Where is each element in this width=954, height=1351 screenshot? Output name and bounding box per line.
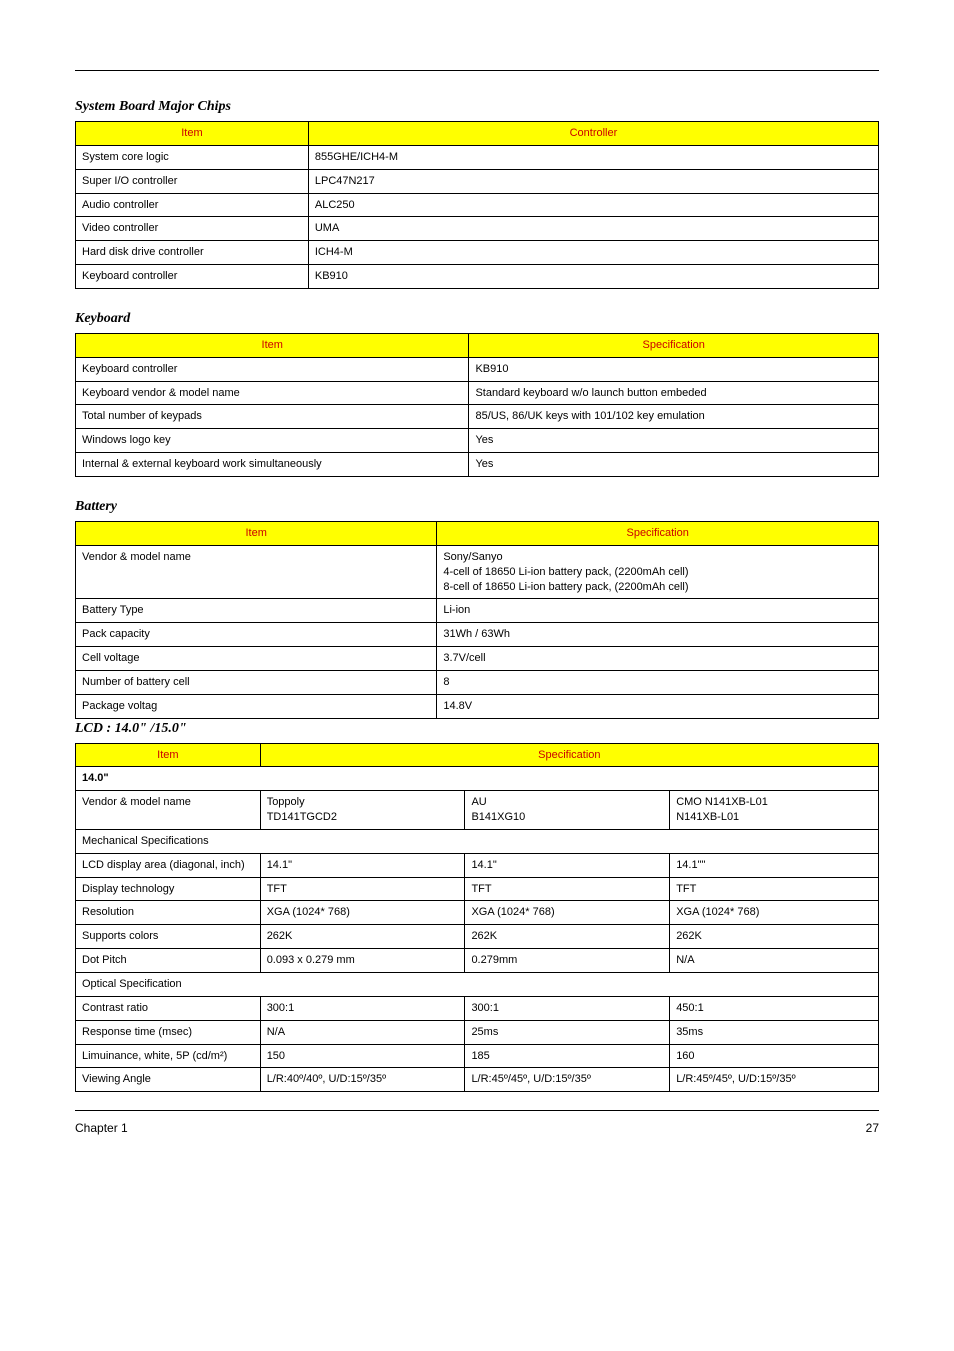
cell: 150 xyxy=(260,1044,465,1068)
cell: L/R:45º/45º, U/D:15º/35º xyxy=(670,1068,879,1092)
cell: XGA (1024* 768) xyxy=(465,901,670,925)
cell: Audio controller xyxy=(76,193,309,217)
cell: 262K xyxy=(465,925,670,949)
cell: 8 xyxy=(437,670,879,694)
cell: 450:1 xyxy=(670,996,879,1020)
cell: AU B141XG10 xyxy=(465,791,670,830)
footer-page-number: 27 xyxy=(866,1121,879,1135)
cell: 3.7V/cell xyxy=(437,647,879,671)
cell: 262K xyxy=(260,925,465,949)
lcd-opt-heading: Optical Specification xyxy=(76,973,879,997)
th-spec: Specification xyxy=(469,333,879,357)
cell: ALC250 xyxy=(308,193,878,217)
section-title-lcd: LCD : 14.0" /15.0" xyxy=(75,721,879,737)
cell: XGA (1024* 768) xyxy=(260,901,465,925)
th-spec: Specification xyxy=(260,743,878,767)
cell: Yes xyxy=(469,453,879,477)
cell: 14.1" xyxy=(465,853,670,877)
section-title-battery: Battery xyxy=(75,499,879,515)
cell: System core logic xyxy=(76,145,309,169)
cell: Sony/Sanyo 4-cell of 18650 Li-ion batter… xyxy=(437,545,879,599)
cell: 300:1 xyxy=(465,996,670,1020)
cell: LCD display area (diagonal, inch) xyxy=(76,853,261,877)
cell: 35ms xyxy=(670,1020,879,1044)
cell: 14.1" xyxy=(260,853,465,877)
section-title-sysboard: System Board Major Chips xyxy=(75,99,879,115)
cell: KB910 xyxy=(308,265,878,289)
table-keyboard: Item Specification Keyboard controllerKB… xyxy=(75,333,879,477)
cell: N/A xyxy=(670,949,879,973)
cell: 14.8V xyxy=(437,694,879,718)
cell: N/A xyxy=(260,1020,465,1044)
cell: 0.093 x 0.279 mm xyxy=(260,949,465,973)
cell: TFT xyxy=(465,877,670,901)
section-title-keyboard: Keyboard xyxy=(75,311,879,327)
table-lcd: Item Specification 14.0" Vendor & model … xyxy=(75,743,879,1093)
th-item: Item xyxy=(76,743,261,767)
cell: Viewing Angle xyxy=(76,1068,261,1092)
cell: TFT xyxy=(670,877,879,901)
th-controller: Controller xyxy=(308,122,878,146)
cell: L/R:40º/40º, U/D:15º/35º xyxy=(260,1068,465,1092)
th-spec: Specification xyxy=(437,521,879,545)
cell: Hard disk drive controller xyxy=(76,241,309,265)
cell: ICH4-M xyxy=(308,241,878,265)
cell: Windows logo key xyxy=(76,429,469,453)
cell: UMA xyxy=(308,217,878,241)
cell: 14.1"" xyxy=(670,853,879,877)
cell: Contrast ratio xyxy=(76,996,261,1020)
cell: Keyboard vendor & model name xyxy=(76,381,469,405)
lcd-mech-heading: Mechanical Specifications xyxy=(76,829,879,853)
cell: Vendor & model name xyxy=(76,791,261,830)
cell: Number of battery cell xyxy=(76,670,437,694)
cell: 85/US, 86/UK keys with 101/102 key emula… xyxy=(469,405,879,429)
cell: Battery Type xyxy=(76,599,437,623)
cell: 185 xyxy=(465,1044,670,1068)
cell: LPC47N217 xyxy=(308,169,878,193)
th-item: Item xyxy=(76,122,309,146)
cell: 31Wh / 63Wh xyxy=(437,623,879,647)
cell: 160 xyxy=(670,1044,879,1068)
cell: Video controller xyxy=(76,217,309,241)
cell: Super I/O controller xyxy=(76,169,309,193)
cell: 25ms xyxy=(465,1020,670,1044)
cell: Pack capacity xyxy=(76,623,437,647)
cell: Internal & external keyboard work simult… xyxy=(76,453,469,477)
cell: Limuinance, white, 5P (cd/m²) xyxy=(76,1044,261,1068)
footer-chapter: Chapter 1 xyxy=(75,1121,128,1135)
cell: TFT xyxy=(260,877,465,901)
cell: Keyboard controller xyxy=(76,265,309,289)
cell: Supports colors xyxy=(76,925,261,949)
cell: 855GHE/ICH4-M xyxy=(308,145,878,169)
cell: Display technology xyxy=(76,877,261,901)
cell: Cell voltage xyxy=(76,647,437,671)
cell: 0.279mm xyxy=(465,949,670,973)
cell: L/R:45º/45º, U/D:15º/35º xyxy=(465,1068,670,1092)
cell: Yes xyxy=(469,429,879,453)
cell: 262K xyxy=(670,925,879,949)
table-sysboard: Item Controller System core logic855GHE/… xyxy=(75,121,879,289)
cell: Response time (msec) xyxy=(76,1020,261,1044)
lcd-size-row: 14.0" xyxy=(76,767,879,791)
cell: Dot Pitch xyxy=(76,949,261,973)
th-item: Item xyxy=(76,521,437,545)
cell: Li-ion xyxy=(437,599,879,623)
cell: Package voltag xyxy=(76,694,437,718)
cell: Vendor & model name xyxy=(76,545,437,599)
cell: CMO N141XB-L01 N141XB-L01 xyxy=(670,791,879,830)
cell: XGA (1024* 768) xyxy=(670,901,879,925)
cell: KB910 xyxy=(469,357,879,381)
cell: Toppoly TD141TGCD2 xyxy=(260,791,465,830)
cell: Resolution xyxy=(76,901,261,925)
th-item: Item xyxy=(76,333,469,357)
cell: Total number of keypads xyxy=(76,405,469,429)
cell: 300:1 xyxy=(260,996,465,1020)
table-battery: Item Specification Vendor & model nameSo… xyxy=(75,521,879,719)
cell: Keyboard controller xyxy=(76,357,469,381)
cell: Standard keyboard w/o launch button embe… xyxy=(469,381,879,405)
